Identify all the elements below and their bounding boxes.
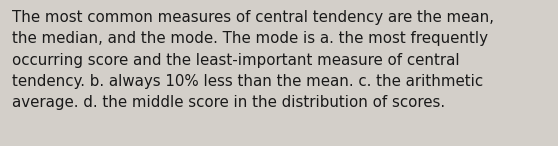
- Text: The most common measures of central tendency are the mean,
the median, and the m: The most common measures of central tend…: [12, 10, 494, 110]
